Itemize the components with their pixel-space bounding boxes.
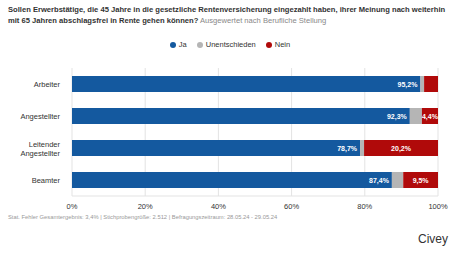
svg-text:100%: 100% (428, 202, 448, 211)
svg-text:LeitenderAngestellter: LeitenderAngestellter (20, 139, 60, 157)
svg-text:4,4%: 4,4% (422, 113, 439, 121)
svg-text:20,2%: 20,2% (391, 145, 412, 153)
svg-text:9,5%: 9,5% (413, 177, 430, 185)
html-text:Stat. Fehler Gesamtergebnis: 3: Stat. Fehler Gesamtergebnis: 3,4% | Stic… (8, 214, 278, 220)
svg-text:Angestellter: Angestellter (20, 112, 60, 121)
svg-text:80%: 80% (357, 202, 372, 211)
svg-text:Arbeiter: Arbeiter (34, 80, 61, 89)
html-text:Nein: Nein (274, 40, 291, 49)
svg-text:Beamter: Beamter (32, 176, 61, 185)
svg-text:40%: 40% (211, 202, 226, 211)
html-text:Unentschieden: Unentschieden (205, 40, 256, 49)
svg-text:0%: 0% (67, 202, 78, 211)
svg-text:95,2%: 95,2% (398, 81, 419, 89)
html-text:Ja: Ja (178, 40, 187, 49)
svg-text:60%: 60% (284, 202, 299, 211)
svg-text:20%: 20% (138, 202, 153, 211)
html-text:Sollen Erwerbstätige, die 45 J: Sollen Erwerbstätige, die 45 Jahre in di… (8, 5, 446, 25)
svg-text:78,7%: 78,7% (337, 145, 358, 153)
svg-text:92,3%: 92,3% (387, 113, 408, 121)
html-text:Civey: Civey (418, 232, 448, 246)
svg-text:87,4%: 87,4% (369, 177, 390, 185)
